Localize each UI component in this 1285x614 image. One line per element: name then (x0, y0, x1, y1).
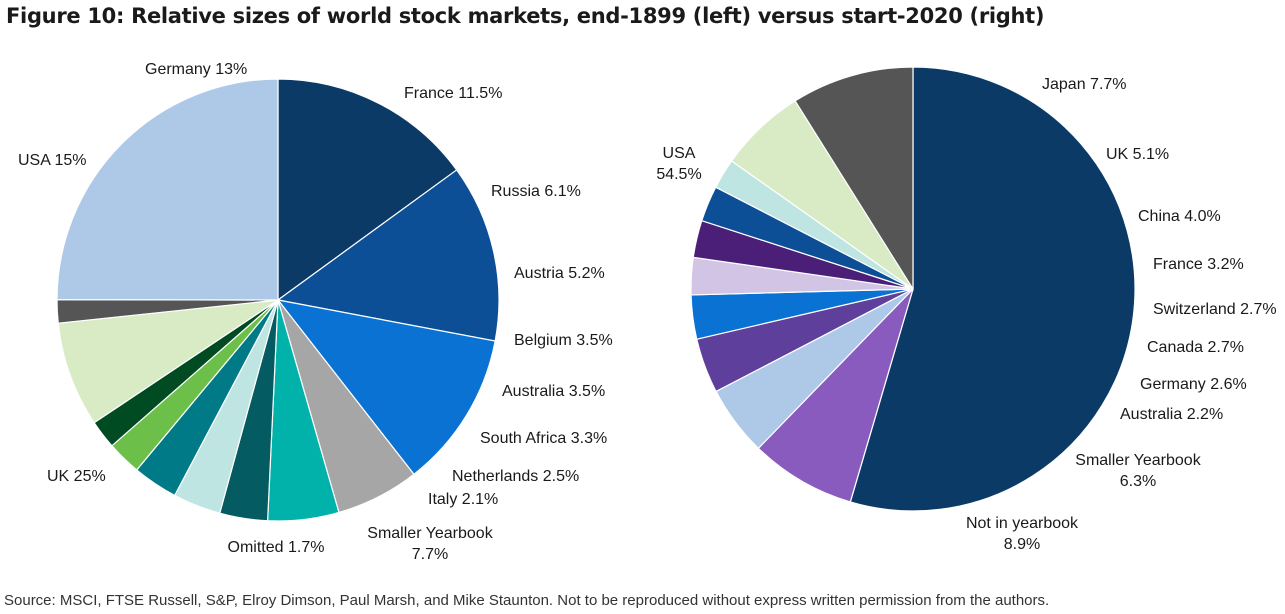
label-italy-1899: Italy 2.1% (428, 491, 498, 508)
label-uk-2020: UK 5.1% (1106, 146, 1169, 163)
slice-uk-1899 (56, 78, 279, 301)
label-netherlands-1899: Netherlands 2.5% (452, 468, 579, 485)
label-belgium-1899: Belgium 3.5% (514, 332, 613, 349)
label-smaller-yearbook-2020: Smaller Yearbook 6.3% (1075, 452, 1201, 490)
slice-not-in-yearbook-2020 (794, 66, 914, 292)
slice-germany-1899 (276, 169, 500, 342)
label-australia-1899: Australia 3.5% (502, 383, 605, 400)
pie-chart-1899: USA 15% Germany 13% France 11.5% Russia 6.1… (18, 61, 613, 563)
slice-japan-2020 (757, 288, 914, 503)
label-switzerland-2020: Switzerland 2.7% (1153, 301, 1277, 318)
slice-usa-2020 (849, 66, 1136, 512)
figure-title: Figure 10: Relative sizes of world stock… (6, 4, 1045, 28)
label-australia-2020: Australia 2.2% (1120, 406, 1223, 423)
label-smaller-yearbook-1899: Smaller Yearbook 7.7% (367, 525, 493, 563)
label-omitted-1899: Omitted 1.7% (228, 539, 325, 556)
label-usa-2020: USA 54.5% (656, 145, 701, 183)
pie-charts: USA 15% Germany 13% France 11.5% Russia 6.1… (18, 61, 1277, 563)
label-france-1899: France 11.5% (404, 85, 502, 102)
label-usa-1899: USA 15% (18, 152, 86, 169)
source-note: Source: MSCI, FTSE Russell, S&P, Elroy D… (4, 592, 1050, 609)
label-not-in-yearbook-2020: Not in yearbook 8.9% (966, 515, 1079, 553)
label-austria-1899: Austria 5.2% (514, 265, 605, 282)
slice-france-1899 (276, 299, 496, 476)
label-china-2020: China 4.0% (1138, 208, 1221, 225)
label-canada-2020: Canada 2.7% (1147, 339, 1244, 356)
label-russia-1899: Russia 6.1% (491, 183, 581, 200)
pie-chart-2020: USA 54.5% Japan 7.7% UK 5.1% China 4.0% Franc… (656, 66, 1277, 553)
label-france-2020: France 3.2% (1153, 256, 1244, 273)
label-germany-2020: Germany 2.6% (1140, 376, 1247, 393)
label-south-africa-1899: South Africa 3.3% (480, 430, 607, 447)
label-uk-1899: UK 25% (47, 468, 106, 485)
label-japan-2020: Japan 7.7% (1042, 76, 1127, 93)
label-germany-1899: Germany 13% (145, 61, 247, 78)
slice-usa-1899 (277, 78, 458, 302)
slice-smaller-yearbook-1899 (57, 299, 279, 424)
